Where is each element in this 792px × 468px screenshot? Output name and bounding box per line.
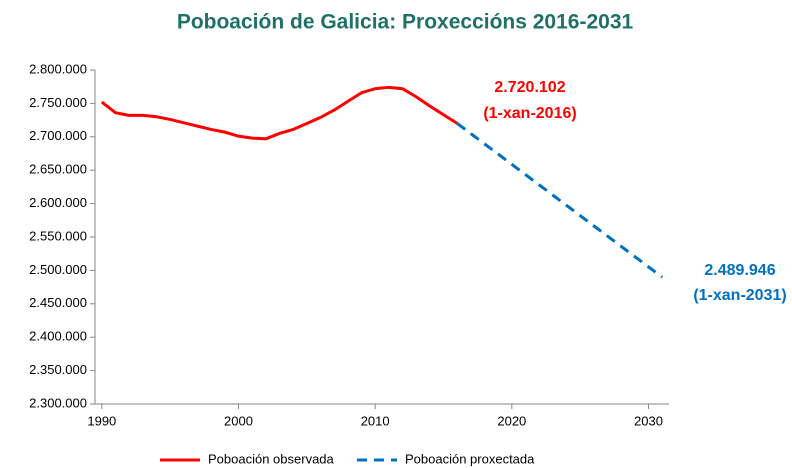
y-tick-label: 2.650.000 (29, 162, 87, 177)
chart-title: Poboación de Galicia: Proxeccións 2016-2… (177, 11, 634, 34)
y-tick-label: 2.350.000 (29, 362, 87, 377)
y-tick-label: 2.700.000 (29, 128, 87, 143)
x-tick-label: 2020 (497, 413, 526, 428)
series-line (100, 85, 458, 141)
y-tick-label: 2.450.000 (29, 295, 87, 310)
x-tick-label: 2000 (224, 413, 253, 428)
y-tick-label: 2.600.000 (29, 195, 87, 210)
annotation: (1-xan-2031) (693, 287, 786, 304)
y-tick-label: 2.400.000 (29, 329, 87, 344)
annotation: 2.720.102 (494, 79, 565, 96)
y-tick-label: 2.750.000 (29, 95, 87, 110)
series-line (456, 122, 664, 279)
x-tick-label: 2030 (634, 413, 663, 428)
y-tick-label: 2.550.000 (29, 228, 87, 243)
y-tick-label: 2.500.000 (29, 262, 87, 277)
legend-label: Poboación observada (208, 451, 335, 466)
y-tick-label: 2.300.000 (29, 395, 87, 410)
x-tick-label: 1990 (87, 413, 116, 428)
legend-label: Poboación proxectada (405, 451, 535, 466)
x-tick-label: 2010 (361, 413, 390, 428)
y-tick-label: 2.800.000 (29, 61, 87, 76)
annotation: (1-xan-2016) (483, 105, 576, 122)
annotation: 2.489.946 (704, 262, 775, 279)
